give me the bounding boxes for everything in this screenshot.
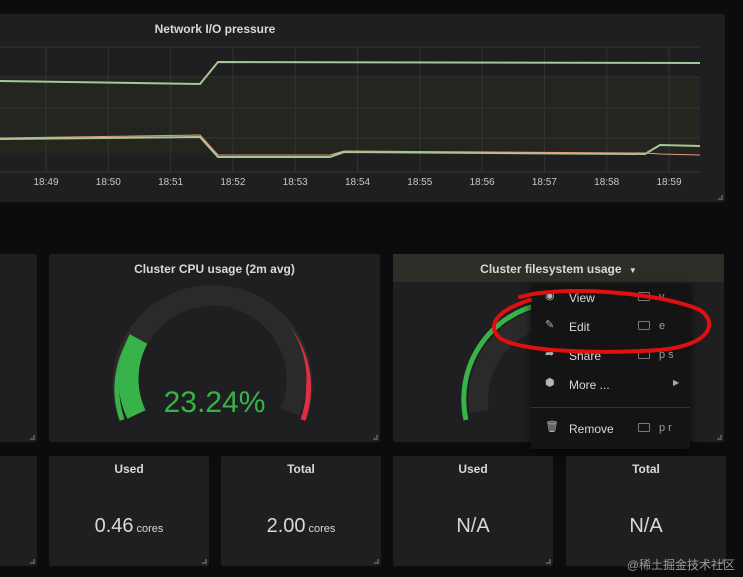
x-tick-label: 18:59 xyxy=(656,177,682,188)
panel-title[interactable]: Used xyxy=(114,462,144,476)
cube-icon: ⬢ xyxy=(545,377,555,389)
watermark: @稀土掘金技术社区 xyxy=(626,558,735,572)
keyboard-icon xyxy=(638,423,650,432)
network-io-panel: Network I/O pressure xyxy=(0,14,725,202)
stat-value: N/A xyxy=(456,515,490,537)
eye-icon: ◉ xyxy=(545,290,555,302)
resize-handle[interactable] xyxy=(718,195,723,200)
panel-title[interactable]: Total xyxy=(632,462,660,476)
resize-handle[interactable] xyxy=(717,435,722,440)
panel-title[interactable]: Total xyxy=(287,462,315,476)
x-tick-label: 18:50 xyxy=(95,177,121,188)
menu-item-more[interactable]: ⬢ More ... ▶ xyxy=(545,377,680,392)
menu-divider xyxy=(531,407,690,408)
x-tick-label: 18:56 xyxy=(469,177,495,188)
x-tick-label: 18:55 xyxy=(407,177,433,188)
panel-title[interactable]: Cluster CPU usage (2m avg) xyxy=(134,262,295,276)
series-line-lower xyxy=(0,135,701,158)
resize-handle[interactable] xyxy=(719,559,724,564)
share-icon: ➦ xyxy=(545,348,555,360)
resize-handle[interactable] xyxy=(30,559,35,564)
keyboard-icon xyxy=(638,321,650,330)
edit-icon: ✎ xyxy=(545,319,555,331)
stat-panel-fs-used: Used N/A xyxy=(393,456,553,566)
stat-value: N/A xyxy=(629,515,663,537)
menu-item-remove[interactable]: 🗑 Remove p r xyxy=(545,421,672,436)
resize-handle[interactable] xyxy=(202,559,207,564)
keyboard-icon xyxy=(638,350,650,359)
x-tick-label: 18:57 xyxy=(531,177,557,188)
partial-panel-left xyxy=(0,254,37,442)
x-tick-label: 18:51 xyxy=(158,177,184,188)
panel-title-text[interactable]: Cluster filesystem usage xyxy=(480,262,622,276)
partial-panel-left-bottom xyxy=(0,456,37,566)
gauge-value-fill xyxy=(118,334,148,419)
cpu-gauge xyxy=(112,285,313,422)
trash-icon: 🗑 xyxy=(545,421,559,433)
x-tick-label: 18:53 xyxy=(282,177,308,188)
chevron-right-icon: ▶ xyxy=(673,378,680,387)
network-io-chart xyxy=(0,46,701,173)
cpu-usage-panel: Cluster CPU usage (2m avg) 23.24% xyxy=(49,254,380,442)
stat-panel-cpu-total: Total 2.00 cores xyxy=(221,456,381,566)
menu-item-view[interactable]: ◉ View v xyxy=(545,290,665,305)
resize-handle[interactable] xyxy=(30,435,35,440)
gauge-value: 23.24% xyxy=(163,386,266,419)
panel-context-menu: ◉ View v ✎ Edit e ➦ Share p s ⬢ More ...… xyxy=(531,284,690,449)
panel-title[interactable]: Used xyxy=(458,462,488,476)
resize-handle[interactable] xyxy=(374,559,379,564)
resize-handle[interactable] xyxy=(546,559,551,564)
x-tick-label: 18:52 xyxy=(220,177,246,188)
panel-title[interactable]: Network I/O pressure xyxy=(154,22,276,36)
stat-panel-fs-total: Total N/A xyxy=(566,456,726,566)
caret-down-icon[interactable]: ▼ xyxy=(628,266,637,275)
keyboard-icon xyxy=(638,292,650,301)
resize-handle[interactable] xyxy=(373,435,378,440)
stat-panel-cpu-used: Used 0.46 cores xyxy=(49,456,209,566)
stat-value: 2.00 cores xyxy=(266,515,336,537)
x-tick-label: 18:49 xyxy=(33,177,59,188)
series-line-red xyxy=(0,134,701,156)
menu-item-share[interactable]: ➦ Share p s xyxy=(545,348,674,363)
x-tick-label: 18:58 xyxy=(594,177,620,188)
stat-value: 0.46 cores xyxy=(94,515,164,537)
x-tick-label: 18:54 xyxy=(344,177,371,188)
panel-title[interactable]: Cluster filesystem usage ▼ xyxy=(393,262,724,276)
panel-header-hover[interactable] xyxy=(393,254,724,282)
series-line-upper xyxy=(0,60,701,86)
menu-item-edit[interactable]: ✎ Edit e xyxy=(545,319,666,334)
